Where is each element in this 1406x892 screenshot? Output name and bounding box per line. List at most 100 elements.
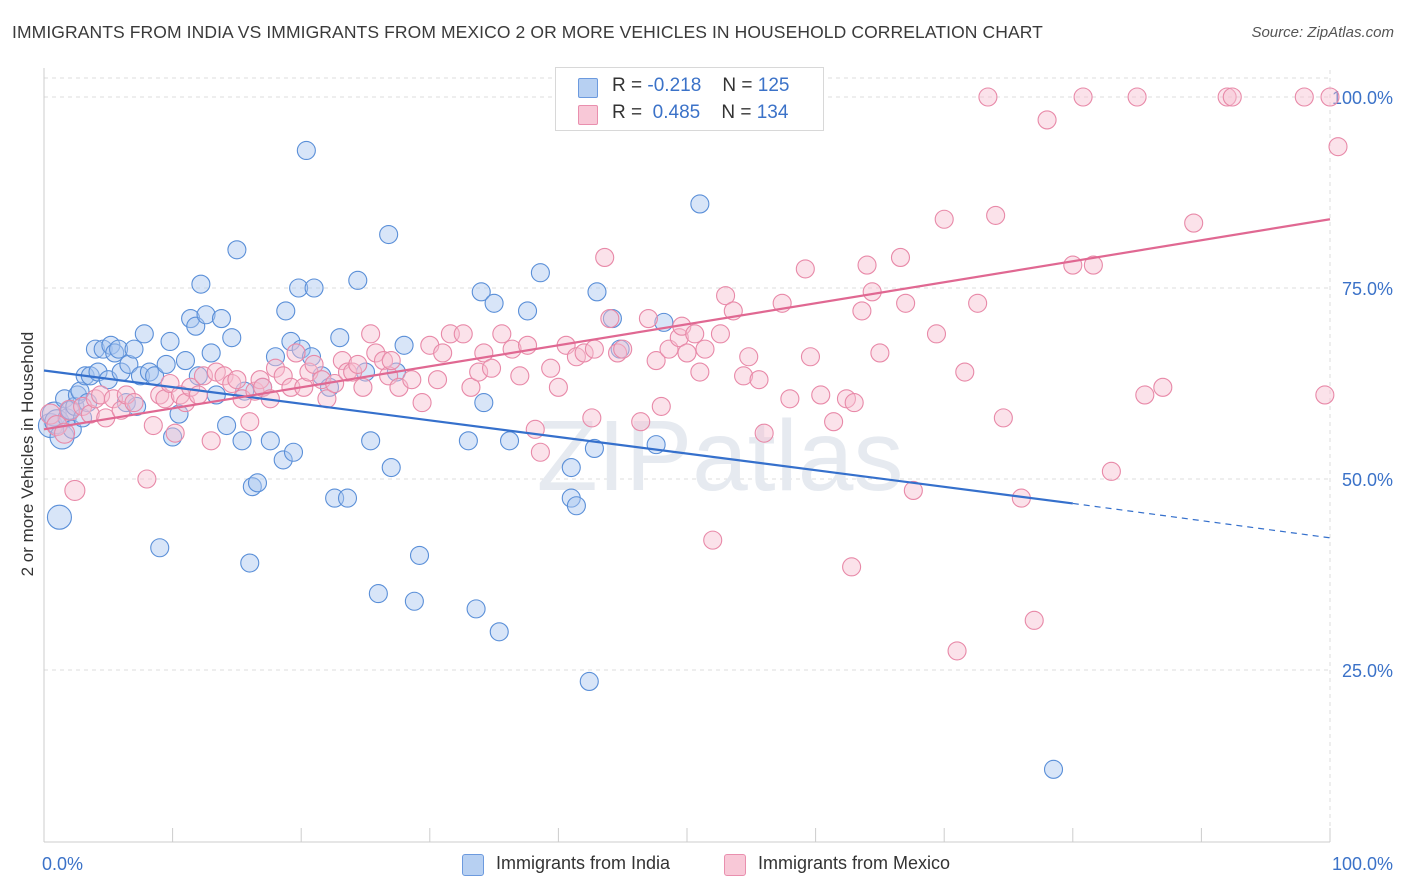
mexico-point: [116, 385, 136, 405]
tick-labels: 25.0% 50.0% 75.0% 100.0% 0.0% 100.0%: [42, 88, 1393, 874]
india-point: [587, 282, 607, 302]
legend-mexico-text: R = 0.485 N = 134: [612, 102, 788, 124]
mexico-r-value: 0.485: [652, 102, 701, 123]
mexico-point: [530, 442, 550, 462]
bottom-mexico-label: Immigrants from Mexico: [758, 853, 951, 873]
mexico-point: [844, 393, 864, 413]
india-point: [394, 335, 414, 355]
mexico-point: [427, 370, 448, 390]
mexico-point: [1153, 377, 1173, 397]
india-point: [566, 496, 586, 516]
mexico-point: [143, 415, 163, 436]
india-point: [150, 538, 170, 558]
mexico-point: [896, 293, 916, 313]
india-point: [484, 293, 504, 313]
mexico-point: [1101, 461, 1121, 481]
india-point: [381, 457, 401, 478]
mexico-point: [903, 480, 923, 501]
india-points: [37, 140, 1064, 779]
india-point: [240, 553, 260, 573]
mexico-point: [214, 366, 234, 386]
india-point: [330, 328, 350, 348]
mexico-point: [165, 423, 185, 443]
mexico-point: [1320, 87, 1340, 107]
india-point: [217, 415, 237, 436]
mexico-point: [103, 389, 123, 409]
mexico-point: [1294, 87, 1314, 107]
india-point: [379, 224, 399, 245]
mexico-point: [870, 343, 890, 363]
india-point: [85, 339, 105, 359]
mexico-point: [685, 324, 705, 344]
y-tick-label-50: 50.0%: [1342, 470, 1393, 490]
india-point: [191, 274, 211, 294]
mexico-point: [600, 309, 620, 329]
mexico-point: [739, 347, 759, 367]
india-point: [139, 362, 160, 382]
mexico-point: [64, 479, 86, 502]
mexico-point: [978, 87, 998, 107]
mexico-point: [651, 396, 671, 416]
india-point: [196, 305, 216, 325]
y-tick-label-100: 100.0%: [1332, 88, 1393, 108]
mexico-point: [703, 530, 723, 550]
mexico-point: [993, 408, 1013, 428]
mexico-point: [926, 324, 947, 344]
india-point: [409, 545, 430, 565]
mexico-point: [955, 362, 975, 382]
mexico-point: [1315, 385, 1335, 405]
india-point: [134, 324, 154, 344]
mexico-point: [986, 205, 1006, 225]
mexico-point: [1037, 110, 1057, 130]
mexico-point: [1073, 87, 1093, 107]
india-point: [579, 671, 599, 692]
mexico-point: [795, 259, 815, 279]
india-n-label: N =: [722, 75, 753, 96]
mexico-point: [1083, 255, 1103, 275]
india-point: [265, 347, 286, 367]
y-tick-label-75: 75.0%: [1342, 279, 1393, 299]
mexico-point: [193, 366, 214, 386]
mexico-point: [1063, 255, 1083, 275]
legend-india-text: R = -0.218 N = 125: [612, 75, 789, 97]
india-point: [227, 240, 247, 260]
trend-lines: [43, 218, 1331, 539]
mexico-point: [91, 385, 111, 405]
source-label: Source: ZipAtlas.com: [1251, 24, 1394, 41]
india-point: [242, 477, 262, 497]
mexico-point: [582, 408, 602, 428]
mexico-point: [201, 431, 221, 451]
mexico-point: [227, 370, 247, 390]
mexico-point: [638, 309, 658, 329]
mexico-point: [155, 389, 175, 409]
india-point: [124, 339, 144, 359]
mexico-point: [947, 641, 967, 661]
mexico-point: [348, 354, 368, 374]
india-point: [46, 504, 72, 530]
india-point: [109, 339, 129, 359]
mexico-point: [54, 422, 76, 444]
india-point: [690, 194, 710, 214]
india-point: [273, 450, 293, 470]
mexico-point: [548, 377, 568, 397]
mexico-point: [381, 351, 401, 371]
mexico-point: [862, 282, 882, 302]
mexico-point: [608, 343, 628, 363]
mexico-point: [492, 324, 512, 344]
mexico-point: [890, 247, 911, 267]
mexico-point: [646, 351, 666, 371]
mexico-point: [811, 385, 831, 405]
india-point: [291, 339, 311, 359]
bottom-india-swatch: [462, 854, 484, 876]
mexico-point: [510, 366, 530, 386]
india-point: [530, 263, 550, 283]
mexico-point: [366, 343, 386, 363]
mexico-point: [677, 343, 697, 363]
correlation-legend: R = -0.218 N = 125 R = 0.485 N = 134: [555, 67, 824, 131]
mexico-point: [80, 404, 100, 424]
mexico-point: [824, 412, 844, 432]
mexico-point: [337, 362, 358, 382]
y-axis-label: 2 or more Vehicles in Household: [18, 331, 37, 577]
india-point: [289, 278, 309, 298]
india-point: [70, 381, 90, 401]
